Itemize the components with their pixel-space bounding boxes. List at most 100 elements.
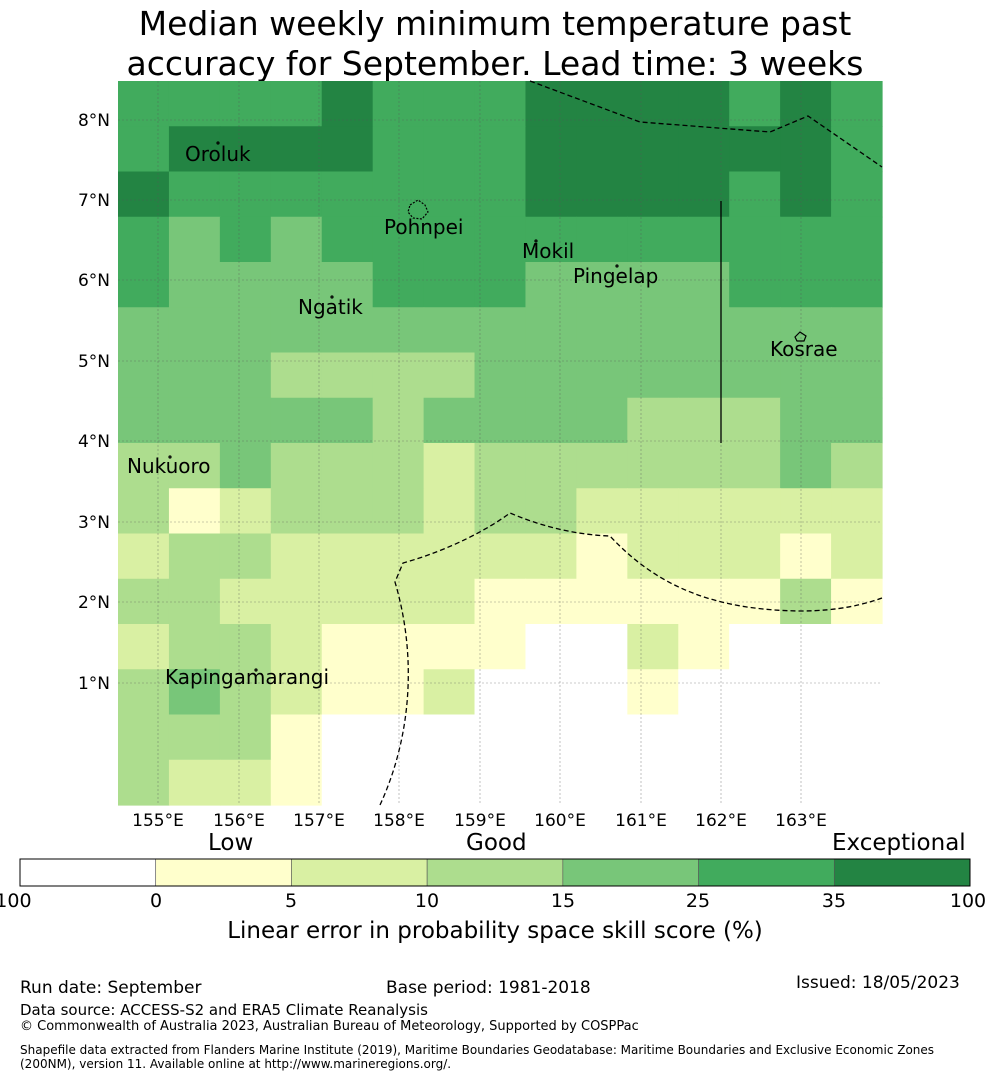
grid-cell — [168, 443, 221, 489]
grid-cell — [474, 397, 527, 444]
grid-cell — [780, 126, 832, 173]
grid-cell — [321, 307, 374, 354]
place-label-ngatik: Ngatik — [298, 295, 363, 319]
grid-cell — [678, 397, 730, 444]
lon-label-158e: 158°E — [373, 811, 425, 831]
grid-cell — [168, 578, 221, 625]
grid-cell — [576, 126, 628, 173]
grid-cell — [729, 216, 781, 263]
grid-cell — [423, 126, 476, 173]
grid-cell — [219, 443, 272, 489]
grid-cell — [525, 669, 577, 716]
grid-cell — [219, 81, 272, 127]
grid-cell — [219, 624, 272, 670]
grid-cell — [423, 216, 476, 263]
grid-cell — [118, 307, 170, 354]
grid-cell — [321, 262, 374, 308]
grid-cell — [525, 397, 577, 444]
colorbar-segment — [19, 858, 157, 887]
grid-cell — [118, 216, 170, 263]
grid-cell — [525, 352, 577, 399]
place-label-pohnpei: Pohnpei — [384, 215, 464, 239]
lat-label-1n: 1°N — [78, 674, 110, 694]
title-line-2: accuracy for September. Lead time: 3 wee… — [126, 44, 864, 83]
grid-cell — [168, 759, 221, 806]
grid-cell — [219, 171, 272, 218]
shapefile-credit-line-1: Shapefile data extracted from Flanders M… — [20, 1043, 935, 1057]
grid-cell — [118, 443, 170, 489]
lat-label-8n: 8°N — [78, 111, 110, 131]
grid-cell — [270, 216, 323, 263]
grid-cell — [576, 262, 628, 308]
graticule — [118, 81, 882, 805]
grid-cell — [423, 81, 476, 127]
place-label-pingelap: Pingelap — [573, 264, 658, 288]
grid-cell — [372, 216, 425, 263]
colorbar — [19, 858, 971, 887]
grid-cell — [168, 397, 221, 444]
grid-cell — [219, 759, 272, 806]
grid-cell — [423, 307, 476, 354]
grid-cell — [168, 669, 221, 716]
colorbar-segment — [698, 858, 835, 887]
grid-cell — [576, 624, 628, 670]
colorbar-segment — [291, 858, 428, 887]
grid-cell — [831, 624, 883, 670]
grid-cell — [270, 307, 323, 354]
grid-cell — [372, 759, 425, 806]
grid-cell — [372, 307, 425, 354]
grid-cell — [525, 578, 577, 625]
grid-cell — [576, 352, 628, 399]
grid-cell — [321, 352, 374, 399]
grid-cell — [270, 126, 323, 173]
grid-cell — [576, 578, 628, 625]
grid-cell — [525, 307, 577, 354]
grid-cell — [423, 488, 476, 535]
kosrae-island-shape — [794, 331, 807, 342]
grid-cell — [576, 443, 628, 489]
grid-cell — [678, 714, 730, 761]
grid-cell — [270, 352, 323, 399]
grid-cell — [118, 714, 170, 761]
mokil-island-dot — [534, 239, 538, 243]
place-label-oroluk: Oroluk — [185, 142, 251, 166]
grid-cell — [576, 533, 628, 580]
grid-cell — [780, 262, 832, 308]
grid-cell — [678, 126, 730, 173]
grid-cell — [321, 81, 374, 127]
grid-cell — [576, 714, 628, 761]
grid-cell — [270, 443, 323, 489]
lon-label-163e: 163°E — [775, 811, 827, 831]
grid-cell — [372, 397, 425, 444]
grid-cell — [168, 533, 221, 580]
grid-cell — [372, 714, 425, 761]
grid-cell — [831, 307, 883, 354]
lon-label-155e: 155°E — [132, 811, 184, 831]
grid-cell — [576, 669, 628, 716]
grid-cell — [321, 533, 374, 580]
colorbar-tick-0: 0 — [149, 890, 163, 912]
grid-cell — [219, 262, 272, 308]
nukuoro-island-dot — [168, 455, 172, 459]
grid-cell — [831, 171, 883, 218]
grid-cell — [678, 669, 730, 716]
grid-cell — [525, 488, 577, 535]
grid-cell — [219, 578, 272, 625]
grid-cell — [270, 81, 323, 127]
grid-cell — [831, 533, 883, 580]
base-period: Base period: 1981-2018 — [386, 978, 591, 998]
grid-cell — [780, 81, 832, 127]
grid-cell — [474, 578, 527, 625]
kapingamarangi-island-dot — [254, 668, 258, 672]
grid-cell — [678, 759, 730, 806]
grid-cell — [576, 488, 628, 535]
island-shapes — [168, 141, 807, 672]
grid-cell — [423, 352, 476, 399]
legend-category-exceptional: Exceptional — [832, 830, 966, 856]
pohnpei-island-shape — [407, 199, 429, 220]
grid-cell — [321, 171, 374, 218]
grid-cell — [270, 533, 323, 580]
grid-cell — [423, 714, 476, 761]
grid-cell — [678, 443, 730, 489]
run-date: Run date: September — [20, 978, 202, 998]
